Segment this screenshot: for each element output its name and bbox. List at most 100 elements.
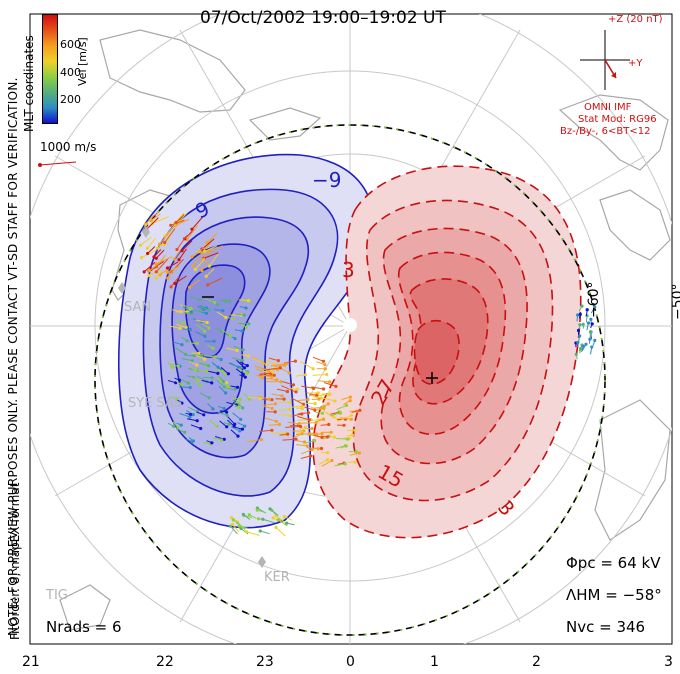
velocity-vector (212, 437, 222, 441)
colorbar-tick-600: 600 (60, 38, 81, 51)
vector-scale-arrow (38, 161, 77, 167)
velocity-vector (321, 460, 333, 467)
velocity-vector (164, 228, 176, 243)
velocity-vector (590, 323, 593, 329)
velocity-vector (179, 413, 191, 418)
velocity-vector (216, 311, 227, 318)
velocity-vector (293, 433, 303, 439)
velocity-vector (217, 405, 225, 409)
velocity-vector (579, 348, 582, 354)
velocity-vector (262, 403, 276, 406)
station-label-san: SAN (124, 300, 152, 315)
vector-origin (237, 524, 241, 528)
velocity-vector (175, 218, 190, 226)
velocity-vector (262, 518, 275, 524)
velocity-vector (320, 435, 328, 438)
station-label-ker: KER (264, 570, 290, 585)
velocity-vector (276, 388, 288, 392)
velocity-vector (186, 438, 193, 443)
contour-label-3-top: 3 (342, 258, 355, 282)
velocity-vector (215, 327, 222, 332)
velocity-vector (252, 357, 267, 366)
velocity-vector (578, 305, 583, 312)
velocity-vector (246, 531, 260, 536)
velocity-vector (190, 377, 199, 382)
velocity-vector (238, 321, 247, 328)
velocity-vector (202, 250, 210, 261)
station-markers (118, 226, 266, 568)
velocity-vector (169, 325, 181, 329)
velocity-vector (223, 422, 230, 425)
velocity-vector (300, 422, 317, 424)
velocity-vector (214, 308, 223, 312)
velocity-vector (206, 232, 218, 244)
velocity-vector (581, 343, 587, 352)
velocity-vector (186, 225, 199, 240)
velocity-vector (146, 237, 156, 249)
velocity-vector (249, 514, 257, 519)
velocity-vector (592, 340, 596, 346)
velocity-colorbar (42, 14, 58, 124)
velocity-vector (189, 279, 201, 288)
velocity-vector (330, 411, 341, 417)
velocity-vector (183, 304, 192, 309)
velocity-vector (247, 439, 262, 443)
velocity-vector (238, 299, 249, 301)
velocity-vector (176, 235, 188, 250)
velocity-vector (577, 335, 581, 344)
velocity-vector (186, 375, 194, 378)
colorbar-tick-200: 200 (60, 93, 81, 106)
velocity-vector (155, 249, 165, 259)
vector-origin (593, 338, 597, 342)
velocity-vector (334, 463, 346, 467)
velocity-vector (174, 275, 187, 284)
velocity-vector (167, 267, 176, 279)
velocity-vector (195, 319, 208, 323)
velocity-vector (192, 255, 201, 266)
velocity-vector (235, 313, 245, 316)
velocity-vector (259, 429, 272, 432)
velocity-vector (182, 328, 191, 331)
velocity-vector (307, 433, 323, 436)
velocity-vector (236, 359, 245, 369)
velocity-vector (295, 374, 306, 377)
velocity-vector (232, 357, 243, 361)
velocity-vector (196, 369, 207, 372)
velocity-vector (287, 421, 300, 425)
velocity-vector (239, 306, 247, 309)
velocity-vector (323, 382, 337, 387)
velocity-vector (237, 421, 245, 427)
velocity-vector (152, 216, 169, 224)
velocity-vector (335, 445, 346, 449)
velocity-vector (221, 329, 231, 337)
velocity-vector (282, 438, 297, 441)
velocity-vector (145, 214, 154, 226)
velocity-vector (301, 449, 313, 455)
velocity-vector (218, 385, 227, 394)
velocity-vector (576, 314, 579, 322)
velocity-vector (227, 415, 236, 425)
velocity-vector (219, 420, 228, 428)
velocity-vector (277, 519, 288, 527)
velocity-vector (312, 374, 327, 376)
station-label-sye-sas: SYE SAS (128, 396, 183, 411)
velocity-vector (336, 404, 347, 410)
velocity-vector (296, 440, 305, 443)
velocity-vector (201, 379, 212, 384)
velocity-vector (310, 418, 324, 422)
velocity-vector (318, 403, 329, 410)
velocity-vector (341, 396, 351, 400)
station-marker-3 (258, 556, 266, 568)
velocity-vector (205, 268, 215, 277)
mlt-tick-3: 3 (664, 654, 673, 670)
velocity-vector (143, 261, 156, 273)
velocity-vector (191, 247, 204, 258)
velocity-vector (232, 524, 240, 533)
vector-origin (578, 312, 582, 316)
plot-frame (29, 13, 673, 645)
velocity-vector (214, 436, 225, 440)
velocity-vector (173, 249, 182, 260)
velocity-vector (264, 417, 277, 422)
velocity-vector (200, 306, 210, 311)
